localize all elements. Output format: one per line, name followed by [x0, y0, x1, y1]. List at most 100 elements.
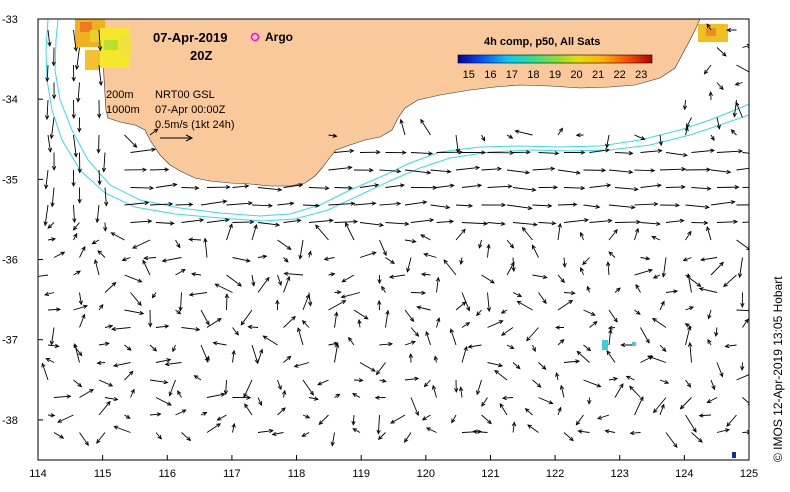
current-vector-head [679, 404, 685, 410]
current-vector-head [711, 385, 716, 391]
current-vector-head [628, 169, 634, 175]
current-vector [181, 432, 191, 441]
current-vector-head [72, 225, 78, 231]
current-vector-head [689, 306, 695, 311]
current-vector [659, 404, 665, 416]
current-vector [41, 363, 49, 381]
isobath-1000m [45, 19, 749, 222]
current-vector [251, 224, 257, 241]
current-vector-head [661, 347, 667, 353]
current-vector [98, 64, 102, 86]
x-tick-label: 125 [740, 468, 758, 480]
current-vector-head [423, 252, 429, 257]
current-vector-head [77, 198, 82, 204]
current-vector-head [234, 330, 239, 336]
current-vector-head [283, 257, 289, 263]
current-vector [283, 316, 296, 328]
current-vector [506, 169, 530, 174]
current-vector-head [560, 278, 565, 284]
current-vector [410, 152, 432, 154]
current-vector-head [634, 227, 640, 233]
current-vector [478, 239, 482, 249]
current-vector-head [103, 226, 108, 232]
current-vector-head [283, 271, 289, 276]
current-vector-head [606, 261, 611, 267]
current-vector [626, 375, 635, 381]
current-vector [381, 286, 386, 293]
current-vector-head [719, 261, 724, 267]
current-vector [124, 371, 134, 381]
current-vector-head [73, 343, 78, 349]
current-vector-head [334, 311, 339, 317]
current-vector-head [525, 150, 531, 155]
current-vector-head [74, 65, 80, 71]
current-vector-head [613, 228, 618, 234]
current-vector-head [375, 370, 381, 376]
current-vector [460, 387, 463, 398]
current-vector-head [517, 293, 523, 297]
current-vector-head [78, 300, 83, 306]
current-vector [704, 64, 712, 75]
current-vector [589, 149, 610, 153]
current-vector-head [245, 258, 251, 263]
current-vector-head [580, 185, 586, 191]
current-vector-head [579, 266, 584, 272]
current-vector-head [601, 168, 607, 173]
current-vector [73, 344, 83, 356]
current-vector [608, 377, 618, 381]
current-vector-head [630, 205, 636, 210]
current-vector-head [579, 231, 584, 237]
current-vector-head [305, 293, 310, 299]
current-vector-head [374, 183, 380, 188]
current-vector [124, 414, 131, 419]
current-vector [725, 344, 737, 347]
current-vector [512, 292, 522, 297]
x-tick-label: 121 [481, 468, 499, 480]
current-vector-head [108, 382, 114, 387]
current-vector [651, 236, 661, 241]
current-vector [630, 432, 641, 434]
current-vector-head [49, 340, 55, 346]
current-vector-head [597, 415, 603, 420]
current-vector [742, 221, 749, 223]
current-vector [142, 260, 151, 276]
current-vector-head [472, 429, 478, 434]
current-vector-head [756, 152, 760, 155]
current-vector-head [222, 199, 228, 204]
current-vector [359, 184, 379, 188]
current-vector [334, 187, 352, 189]
current-vector [443, 259, 457, 276]
current-vector-head [501, 331, 506, 336]
current-vector [149, 413, 161, 416]
current-vector [473, 430, 488, 433]
current-vector-head [97, 250, 103, 255]
current-vector-head [180, 268, 186, 274]
current-vector-head [164, 167, 170, 172]
current-vector [461, 346, 468, 363]
current-vector-head [51, 166, 57, 171]
current-vector-head [421, 290, 427, 295]
current-vector-head [347, 165, 353, 170]
current-vector-head [461, 301, 467, 306]
current-vector [608, 251, 616, 258]
current-vector-head [41, 362, 46, 368]
current-vector-head [559, 338, 565, 344]
current-vector [608, 309, 618, 323]
current-vector-head [498, 363, 504, 368]
current-vector-head [59, 434, 65, 439]
current-vector-head [652, 317, 657, 323]
current-vector-head [726, 422, 731, 427]
current-vector-head [525, 170, 531, 175]
current-vector [283, 356, 291, 363]
current-vector [634, 169, 655, 172]
current-vector [502, 397, 514, 399]
current-vector [302, 432, 310, 437]
current-vector-head [224, 293, 230, 299]
current-vector-head [199, 218, 205, 223]
current-vector-head [657, 148, 663, 154]
current-vector [487, 185, 512, 188]
current-vector [79, 292, 82, 305]
current-vector-head [98, 81, 103, 87]
current-vector-head [421, 416, 427, 421]
current-vector-head [619, 383, 624, 389]
